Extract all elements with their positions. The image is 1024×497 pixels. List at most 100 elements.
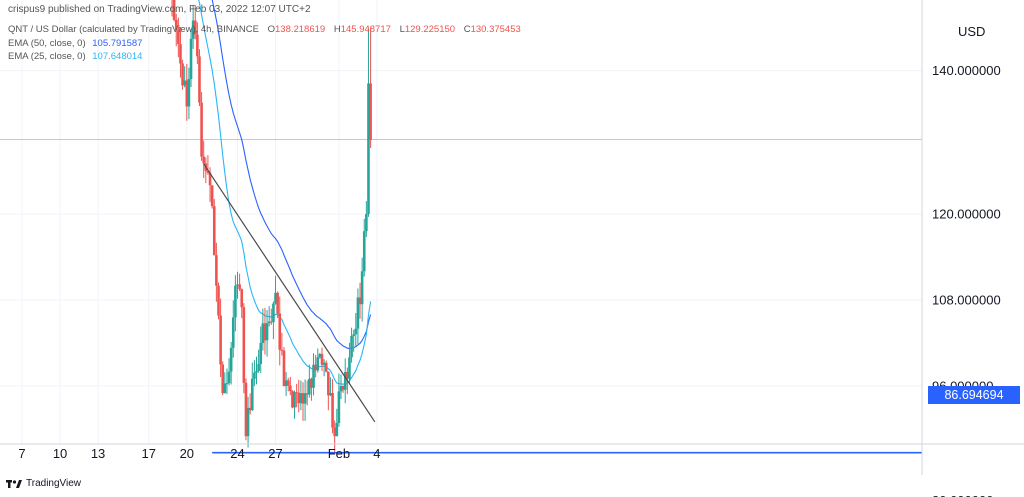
price-axis: 80.00000096.000000108.000000120.00000014… [932, 63, 1001, 497]
candle-body [314, 364, 317, 371]
candle-body [193, 20, 197, 35]
candle-body [322, 362, 326, 365]
candle-body [312, 364, 315, 388]
x-tick-label: 4 [373, 446, 380, 461]
candle-body [293, 392, 296, 408]
candle-body [189, 38, 193, 80]
candle-body [208, 172, 212, 186]
currency-label[interactable]: USD [958, 24, 986, 39]
candle-body [310, 378, 313, 388]
ema50-value: 105.791587 [92, 38, 143, 49]
candle-body [172, 0, 176, 20]
candle-body [223, 383, 227, 394]
x-tick-label: Feb [328, 446, 350, 461]
candle-body [295, 392, 298, 394]
x-tick-label: 20 [180, 446, 194, 461]
candle-body [250, 378, 254, 411]
grid [0, 0, 922, 444]
candle-body [244, 382, 248, 437]
candle-body [308, 378, 311, 395]
ema25-label: EMA (25, close, 0) [8, 51, 86, 62]
candle-body [343, 371, 347, 390]
ema25-line [198, 0, 372, 385]
candle-body [185, 80, 189, 107]
candle-body [217, 285, 220, 316]
candle-body [297, 392, 301, 404]
candle-body [229, 347, 233, 372]
candle-body [350, 335, 353, 358]
candle-body [369, 83, 372, 140]
ohlc-close-value: 130.375453 [470, 24, 521, 35]
candle-body [318, 354, 322, 358]
publish-note: crispus9 published on TradingView.com, F… [8, 4, 311, 15]
candle-body [261, 323, 265, 343]
candle-body [303, 393, 307, 404]
x-tick-label: 7 [18, 446, 25, 461]
ema25-legend[interactable]: EMA (25, close, 0) 107.648014 [8, 51, 142, 62]
candle-body [301, 393, 305, 404]
trend-line [203, 163, 376, 423]
footer-brand[interactable]: TradingView [6, 478, 81, 489]
brand-text: TradingView [26, 478, 82, 489]
tradingview-logo-icon [6, 479, 22, 488]
ohlc-open-value: 138.218619 [275, 24, 326, 35]
candle-body [324, 362, 328, 372]
ema25-value: 107.648014 [92, 51, 143, 62]
candle-body [274, 292, 277, 304]
candle-body [333, 427, 336, 437]
candle-body [215, 255, 218, 286]
candle-body [198, 56, 201, 103]
candle-body [278, 313, 282, 350]
ohlc-open-label: O [267, 24, 275, 35]
candle-body [253, 372, 256, 379]
candle-body [270, 321, 273, 323]
candle-body [227, 371, 231, 384]
ema50-legend[interactable]: EMA (50, close, 0) 105.791587 [8, 38, 142, 49]
candle-body [263, 323, 267, 341]
ema50-line [211, 0, 372, 350]
x-tick-label: 17 [142, 446, 156, 461]
candle-body [202, 156, 205, 164]
candle-body [196, 34, 199, 57]
candle-body [177, 30, 180, 45]
candle-body [179, 44, 182, 64]
candle-body [356, 297, 360, 329]
y-tick-label: 80.000000 [932, 493, 993, 497]
candle-body [346, 371, 349, 379]
candle-body [365, 214, 368, 232]
candle-body [259, 343, 263, 365]
candle-body [231, 317, 235, 348]
support-price-badge: 86.694694 [928, 386, 1020, 404]
candle-body [331, 392, 334, 428]
x-tick-label: 27 [268, 446, 282, 461]
candle-body [272, 303, 275, 323]
ohlc-low-value: 129.225150 [404, 24, 456, 35]
candle-body [289, 385, 292, 392]
candle-body [327, 371, 330, 396]
ema-lines [198, 0, 372, 385]
ohlc-close-label: C [463, 24, 471, 35]
candle-body [181, 63, 184, 86]
x-tick-label: 24 [230, 446, 244, 461]
x-tick-label: 10 [53, 446, 67, 461]
candle-body [282, 350, 286, 386]
candle-body [257, 364, 260, 371]
y-tick-label: 140.000000 [932, 63, 1001, 78]
ema50-label: EMA (50, close, 0) [8, 38, 86, 49]
candle-body [234, 285, 237, 318]
candle-body [291, 391, 294, 408]
candle-body [238, 284, 241, 290]
candle-body [362, 231, 366, 272]
x-tick-label: 13 [91, 446, 105, 461]
candle-body [212, 206, 216, 256]
candle-body [358, 297, 362, 305]
candle-body [341, 386, 345, 390]
ohlc-high-value: 145.948717 [340, 24, 391, 35]
header-info: crispus9 published on TradingView.com, F… [8, 4, 311, 15]
candle-body [236, 284, 239, 286]
ohlc-low-label: L [399, 24, 405, 35]
candle-body [200, 102, 203, 157]
candle-body [206, 170, 210, 173]
candle-body [246, 407, 250, 437]
candle-body [299, 393, 303, 404]
